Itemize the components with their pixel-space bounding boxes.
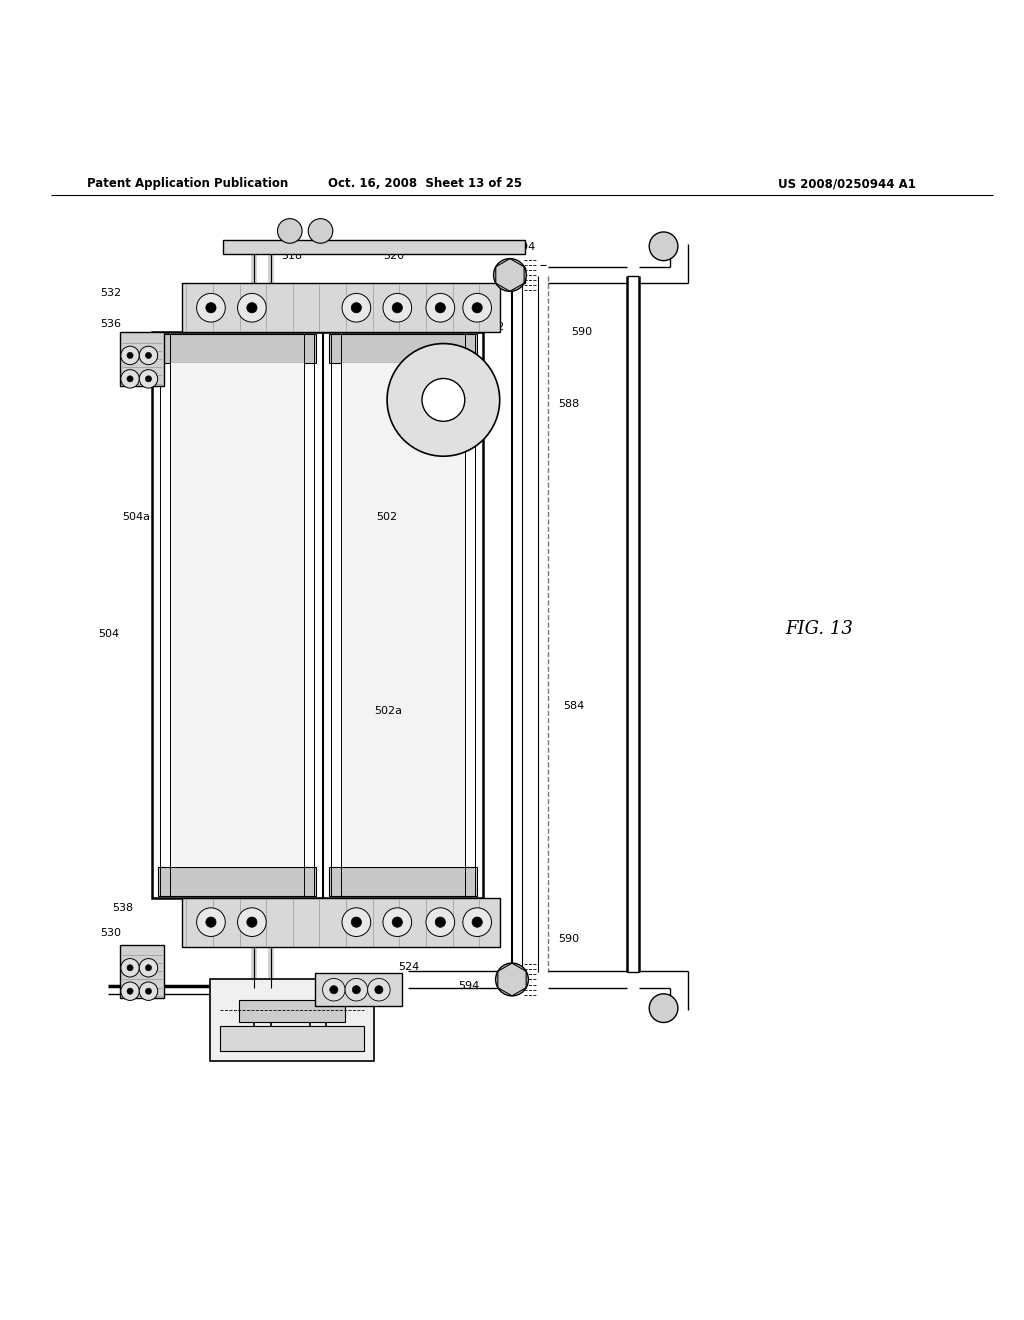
Circle shape [494, 259, 526, 292]
Circle shape [145, 989, 152, 994]
Circle shape [127, 989, 133, 994]
Text: 590: 590 [558, 933, 580, 944]
Bar [182, 284, 500, 333]
Text: 512: 512 [319, 1020, 340, 1031]
Circle shape [145, 965, 152, 970]
Bar [152, 333, 483, 898]
Circle shape [392, 917, 402, 927]
Circle shape [247, 302, 257, 313]
Text: 594: 594 [515, 243, 536, 252]
Circle shape [139, 370, 158, 388]
Circle shape [422, 379, 465, 421]
Circle shape [121, 958, 139, 977]
Circle shape [368, 978, 390, 1001]
Circle shape [206, 302, 216, 313]
Text: 520: 520 [384, 251, 404, 260]
Circle shape [387, 343, 500, 457]
Text: 592: 592 [466, 929, 487, 940]
Circle shape [238, 908, 266, 936]
Circle shape [392, 302, 402, 313]
Text: 536: 536 [99, 319, 121, 329]
Text: US 2008/0250944 A1: US 2008/0250944 A1 [778, 177, 916, 190]
Text: 532: 532 [99, 288, 121, 298]
Bar [182, 898, 500, 946]
Bar [210, 979, 374, 1061]
Bar [315, 973, 402, 1006]
Bar [329, 867, 477, 895]
Circle shape [342, 908, 371, 936]
Text: 588: 588 [558, 399, 580, 409]
Text: 504a: 504a [123, 512, 151, 521]
Circle shape [496, 964, 528, 995]
Bar [120, 333, 164, 385]
Circle shape [351, 917, 361, 927]
Circle shape [127, 376, 133, 381]
Text: 560: 560 [440, 412, 462, 421]
Text: 514: 514 [274, 1020, 295, 1031]
Bar [158, 867, 316, 895]
Bar [158, 334, 316, 363]
Circle shape [206, 917, 216, 927]
Circle shape [145, 352, 152, 359]
Circle shape [472, 917, 482, 927]
Circle shape [323, 978, 345, 1001]
Text: 530: 530 [99, 928, 121, 939]
Text: 518: 518 [282, 251, 302, 260]
Circle shape [139, 982, 158, 1001]
Circle shape [383, 293, 412, 322]
Circle shape [197, 908, 225, 936]
Circle shape [649, 232, 678, 260]
Text: 502: 502 [376, 512, 397, 521]
Circle shape [435, 917, 445, 927]
Circle shape [197, 293, 225, 322]
Text: 538: 538 [112, 903, 133, 913]
Circle shape [463, 908, 492, 936]
Circle shape [435, 302, 445, 313]
Circle shape [426, 908, 455, 936]
Circle shape [375, 986, 383, 994]
Text: 524: 524 [398, 962, 420, 973]
Circle shape [426, 293, 455, 322]
Circle shape [127, 352, 133, 359]
Text: Oct. 16, 2008  Sheet 13 of 25: Oct. 16, 2008 Sheet 13 of 25 [328, 177, 522, 190]
Circle shape [247, 917, 257, 927]
Circle shape [342, 293, 371, 322]
Circle shape [121, 346, 139, 364]
Text: 504: 504 [98, 630, 120, 639]
Text: 592: 592 [483, 322, 505, 333]
Circle shape [278, 219, 302, 243]
Circle shape [139, 346, 158, 364]
Circle shape [383, 908, 412, 936]
Circle shape [145, 376, 152, 381]
Text: 584: 584 [563, 701, 585, 711]
Bar [223, 240, 525, 255]
Circle shape [127, 965, 133, 970]
Text: 594: 594 [458, 981, 479, 990]
Text: FIG. 13: FIG. 13 [785, 620, 853, 639]
Circle shape [238, 293, 266, 322]
Bar [239, 1001, 345, 1023]
Bar [220, 1026, 364, 1051]
Circle shape [121, 982, 139, 1001]
Bar [120, 945, 164, 998]
Text: 590: 590 [571, 327, 593, 338]
Circle shape [649, 994, 678, 1023]
Bar [170, 363, 304, 867]
Text: 502a: 502a [375, 706, 402, 717]
Circle shape [330, 986, 338, 994]
Circle shape [351, 302, 361, 313]
Circle shape [121, 370, 139, 388]
Circle shape [463, 293, 492, 322]
Circle shape [352, 986, 360, 994]
Bar [329, 334, 477, 363]
Circle shape [308, 219, 333, 243]
Text: Patent Application Publication: Patent Application Publication [87, 177, 289, 190]
Text: 516: 516 [374, 916, 395, 927]
Circle shape [139, 958, 158, 977]
Circle shape [472, 302, 482, 313]
Bar [341, 363, 465, 867]
Circle shape [345, 978, 368, 1001]
